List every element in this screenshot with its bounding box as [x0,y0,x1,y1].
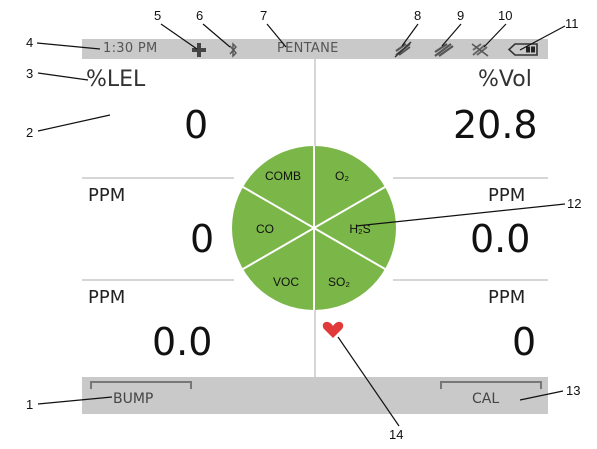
leader-9 [441,23,462,47]
wireless-off-icon-2 [434,43,454,57]
voc-unit-label: PPM [88,287,126,308]
callout-2: 2 [26,125,34,140]
callout-11: 11 [565,16,579,31]
wireless-off-icon-3 [471,43,489,57]
so2-unit-label: PPM [488,287,526,308]
heart-icon [322,321,344,338]
callout-8: 8 [414,8,422,23]
callout-10: 10 [498,8,513,23]
leader-8 [401,23,419,47]
callout-5: 5 [154,8,162,23]
callout-7: 7 [260,8,268,23]
leader-14 [337,336,400,427]
sensor-wheel: COMB O₂ H₂S SO₂ VOC CO [232,146,396,310]
leader-12 [355,203,566,227]
h2s-unit-label: PPM [488,185,526,206]
battery-icon [507,43,538,56]
divider-left-2 [82,279,234,281]
pump-icon [192,43,206,57]
sector-voc: VOC [273,275,299,289]
sector-so2: SO₂ [328,275,350,289]
callout-14: 14 [389,427,404,442]
bump-softkey[interactable]: BUMP [113,391,154,407]
callout-6: 6 [196,8,204,23]
divider-left-1 [82,177,234,179]
leader-11 [519,25,566,51]
leader-5 [160,23,198,50]
vol-unit-label: %Vol [478,67,532,92]
sector-o2: O₂ [335,169,349,183]
callout-9: 9 [457,8,465,23]
leader-1 [37,396,113,405]
sector-co: CO [256,222,274,236]
lel-unit-label: %LEL [86,67,146,92]
leader-4 [36,42,101,50]
bump-key-bracket [90,381,192,389]
callout-3: 3 [26,66,34,81]
leader-2 [37,114,111,132]
leader-13 [519,390,564,401]
bluetooth-icon [229,42,237,58]
time-display: 1:30 PM [103,41,158,56]
divider-right-1 [393,177,548,179]
cal-softkey[interactable]: CAL [472,391,500,407]
callout-13: 13 [566,383,581,398]
divider-right-2 [393,279,548,281]
callout-12: 12 [567,196,582,211]
cal-key-bracket [440,381,542,389]
softkey-bar [82,377,548,414]
gas-type-label: PENTANE [277,41,339,56]
so2-reading: 0 [512,320,537,364]
leader-7 [266,23,287,48]
lel-reading: 0 [184,103,209,147]
co-unit-label: PPM [88,185,126,206]
sector-comb: COMB [265,169,301,183]
voc-reading: 0.0 [152,320,213,364]
co-reading: 0 [190,217,215,261]
callout-1: 1 [26,397,34,412]
leader-10 [483,23,507,48]
leader-3 [37,72,89,81]
callout-4: 4 [26,35,34,50]
wireless-off-icon-1 [394,41,412,58]
h2s-reading: 0.0 [470,217,531,261]
o2-reading: 20.8 [453,103,538,147]
leader-6 [202,23,231,48]
